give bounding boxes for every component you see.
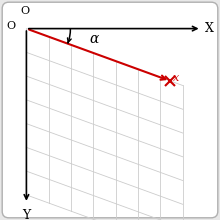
Text: O: O: [6, 21, 15, 31]
Text: x: x: [172, 73, 179, 83]
Text: α: α: [89, 32, 99, 46]
Text: Y: Y: [22, 209, 31, 220]
Text: O: O: [21, 7, 30, 16]
FancyBboxPatch shape: [2, 2, 218, 218]
Text: X: X: [205, 22, 214, 35]
